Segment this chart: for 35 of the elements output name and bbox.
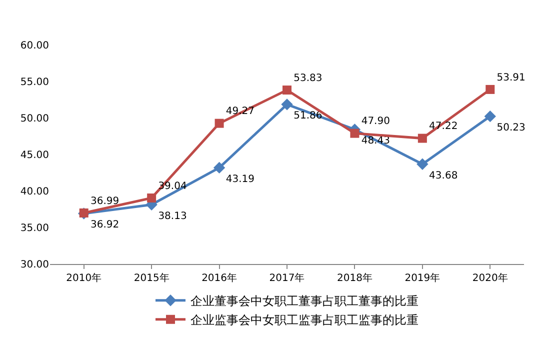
x-tick-label: 2020年: [472, 272, 508, 284]
data-label: 53.83: [294, 72, 322, 84]
data-label: 47.90: [361, 116, 390, 128]
point: [281, 98, 293, 110]
data-label: 36.92: [90, 220, 120, 231]
point: [484, 110, 496, 122]
y-tick-label: 50.00: [20, 114, 49, 124]
data-label: 50.23: [496, 122, 526, 134]
point: [416, 158, 428, 170]
point: [214, 118, 224, 128]
point: [213, 162, 226, 174]
y-tick-label: 60.00: [20, 40, 49, 52]
x-tick-label: 2017年: [269, 272, 305, 284]
x-tick-label: 2018年: [336, 272, 372, 284]
point: [418, 134, 427, 143]
data-label: 53.91: [496, 72, 526, 84]
data-label: 36.99: [90, 196, 120, 207]
data-label: 38.13: [158, 210, 187, 222]
y-tick-label: 40.00: [20, 186, 49, 198]
data-label: 43.19: [226, 174, 255, 185]
x-tick-label: 2016年: [202, 272, 238, 284]
y-tick-label: 55.00: [20, 77, 49, 88]
point: [282, 86, 292, 95]
point: [147, 194, 156, 203]
point: [486, 84, 495, 94]
legend-label: 企业董事会中女职工董事占职工董事的比重: [190, 294, 418, 308]
x-tick-label: 2010年: [66, 272, 102, 284]
y-tick-label: 35.00: [20, 223, 49, 234]
y-tick-label: 30.00: [20, 260, 49, 270]
data-label: 43.68: [429, 170, 458, 182]
point: [350, 128, 360, 138]
x-tick-label: 2015年: [134, 272, 170, 284]
x-tick-label: 2019年: [404, 272, 440, 284]
y-tick-label: 45.00: [20, 150, 49, 161]
legend-label: 企业监事会中女职工监事占职工监事的比重: [190, 313, 418, 328]
